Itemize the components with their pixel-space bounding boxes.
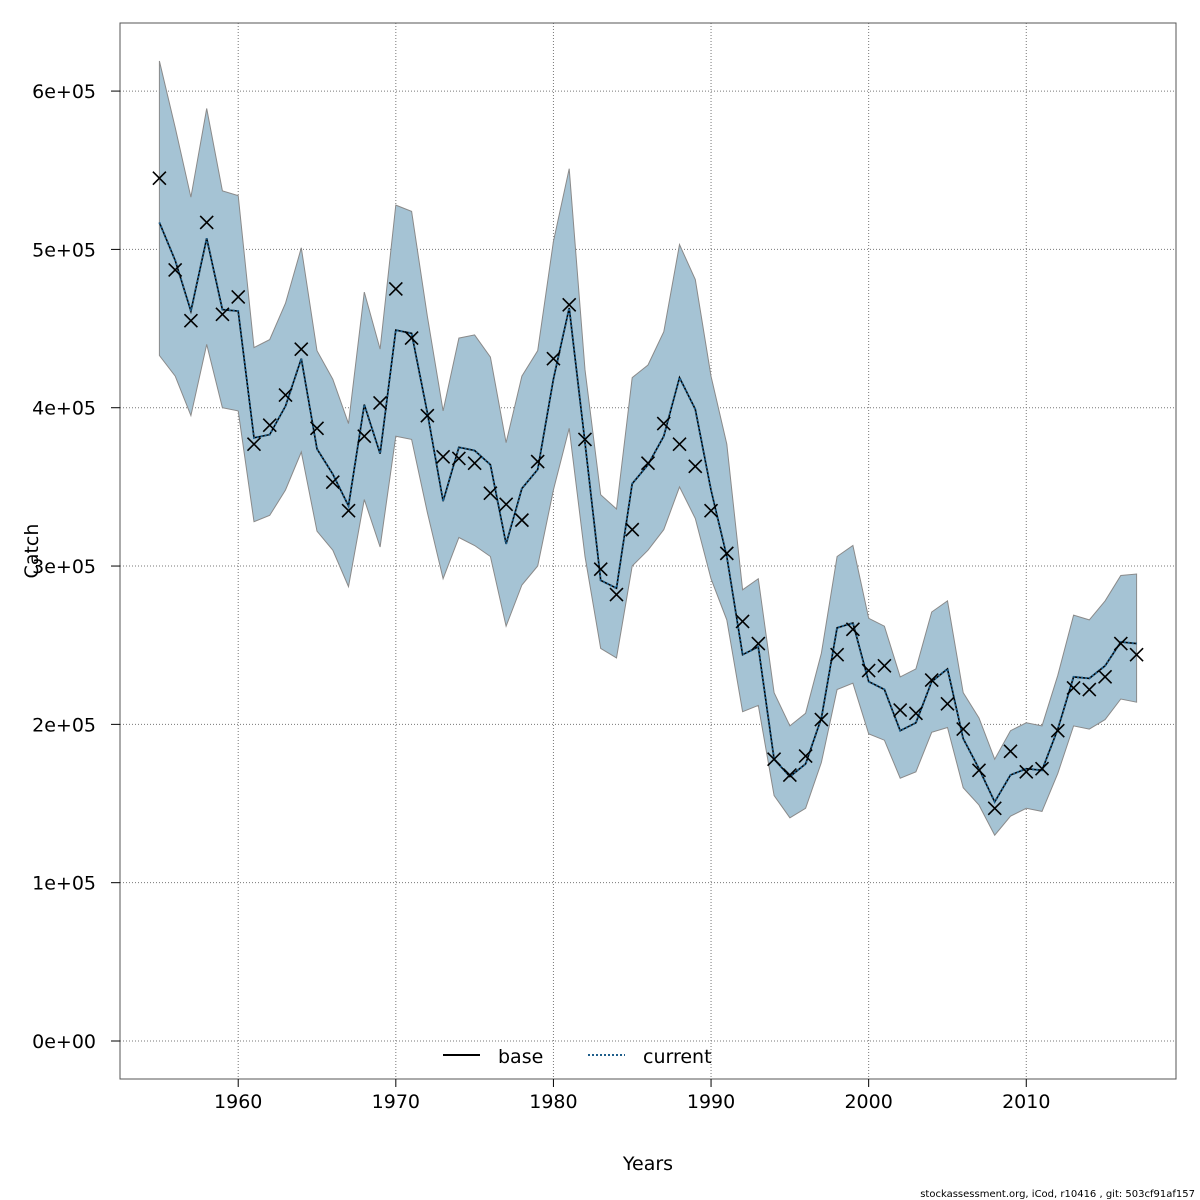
observed-point — [1019, 764, 1034, 779]
observed-point — [908, 706, 924, 721]
observed-point — [152, 171, 167, 186]
observed-point — [294, 342, 309, 357]
observed-point — [546, 351, 561, 366]
x-tick-label-0: 1960 — [214, 1091, 262, 1113]
observed-point — [325, 475, 340, 490]
x-tick-label-3: 1990 — [687, 1091, 735, 1113]
footer-credit: stockassessment.org, iCod, r10416 , git:… — [920, 1189, 1195, 1200]
observed-point — [1034, 761, 1050, 776]
observed-point — [625, 522, 640, 537]
observed-point — [577, 432, 593, 447]
observed-point — [262, 418, 277, 433]
observed-point — [436, 449, 451, 464]
confidence-band-area — [158, 60, 1138, 837]
y-tick-label-0: 0e+00 — [32, 1031, 96, 1053]
y-tick-label-3: 3e+05 — [32, 556, 96, 578]
observed-point — [467, 456, 482, 471]
observed-point — [782, 767, 797, 783]
observed-point — [798, 748, 813, 764]
observed-points — [152, 171, 1144, 816]
observed-point — [814, 712, 829, 727]
observed-point — [767, 752, 782, 767]
observed-point — [404, 330, 419, 346]
y-tick-label-1: 1e+05 — [32, 873, 96, 895]
observed-point — [499, 497, 514, 512]
series-lines — [158, 222, 1137, 805]
observed-point — [1098, 669, 1113, 684]
observed-point — [215, 307, 230, 322]
legend-label-base: base — [498, 1046, 543, 1068]
x-axis: 1960 1970 1980 1990 2000 2010 — [214, 1079, 1050, 1113]
observed-point — [1082, 682, 1097, 697]
observed-point — [451, 451, 466, 466]
observed-point — [656, 416, 671, 431]
observed-point — [735, 614, 750, 629]
observed-point — [530, 454, 545, 469]
observed-point — [987, 801, 1002, 816]
y-axis: 0e+00 1e+05 2e+05 3e+05 4e+05 5e+05 6e+05 — [32, 81, 120, 1053]
observed-point — [861, 663, 876, 678]
y-tick-label-4: 4e+05 — [32, 398, 96, 420]
grid-lines — [120, 23, 1176, 1079]
observed-point — [877, 658, 892, 673]
observed-point — [168, 262, 183, 278]
observed-point — [640, 456, 656, 471]
x-tick-label-1: 1970 — [372, 1091, 420, 1113]
observed-point — [703, 503, 719, 518]
x-tick-label-2: 1980 — [529, 1091, 577, 1113]
legend: base current — [443, 1046, 712, 1068]
observed-point — [956, 722, 971, 737]
observed-point — [1003, 744, 1018, 759]
observed-point — [420, 408, 435, 423]
observed-point — [309, 421, 325, 436]
x-axis-title: Years — [622, 1153, 673, 1175]
plot-frame — [119, 22, 1177, 1080]
observed-point — [183, 313, 198, 328]
observed-point — [593, 562, 608, 577]
observed-point — [609, 587, 624, 602]
observed-point — [940, 696, 955, 711]
observed-point — [830, 647, 845, 662]
observed-point — [246, 437, 262, 452]
observed-point — [231, 289, 246, 304]
legend-label-current: current — [643, 1046, 712, 1068]
observed-point — [924, 672, 939, 688]
observed-point — [893, 703, 908, 718]
observed-point — [1129, 647, 1144, 662]
observed-point — [688, 459, 703, 474]
confidence-band — [158, 60, 1138, 837]
observed-point — [845, 622, 860, 637]
observed-point — [388, 281, 403, 297]
observed-point — [562, 297, 577, 312]
observed-point — [1050, 723, 1065, 738]
y-axis-title: Catch — [21, 524, 43, 579]
observed-point — [1066, 680, 1081, 696]
observed-point — [672, 437, 687, 452]
y-tick-label-2: 2e+05 — [32, 714, 96, 736]
observed-point — [483, 486, 498, 501]
y-tick-label-5: 5e+05 — [32, 239, 96, 261]
observed-point — [372, 395, 388, 411]
observed-point — [341, 503, 356, 518]
y-tick-label-6: 6e+05 — [32, 81, 96, 103]
observed-point — [1113, 636, 1128, 651]
observed-point — [199, 215, 214, 230]
observed-point — [751, 636, 766, 651]
observed-point — [719, 546, 734, 561]
observed-point — [357, 429, 372, 444]
observed-point — [278, 387, 293, 403]
series-line-current — [158, 222, 1137, 805]
observed-point — [514, 513, 529, 528]
x-tick-label-5: 2010 — [1002, 1091, 1050, 1113]
x-tick-label-4: 2000 — [844, 1091, 892, 1113]
observed-point — [971, 763, 987, 778]
